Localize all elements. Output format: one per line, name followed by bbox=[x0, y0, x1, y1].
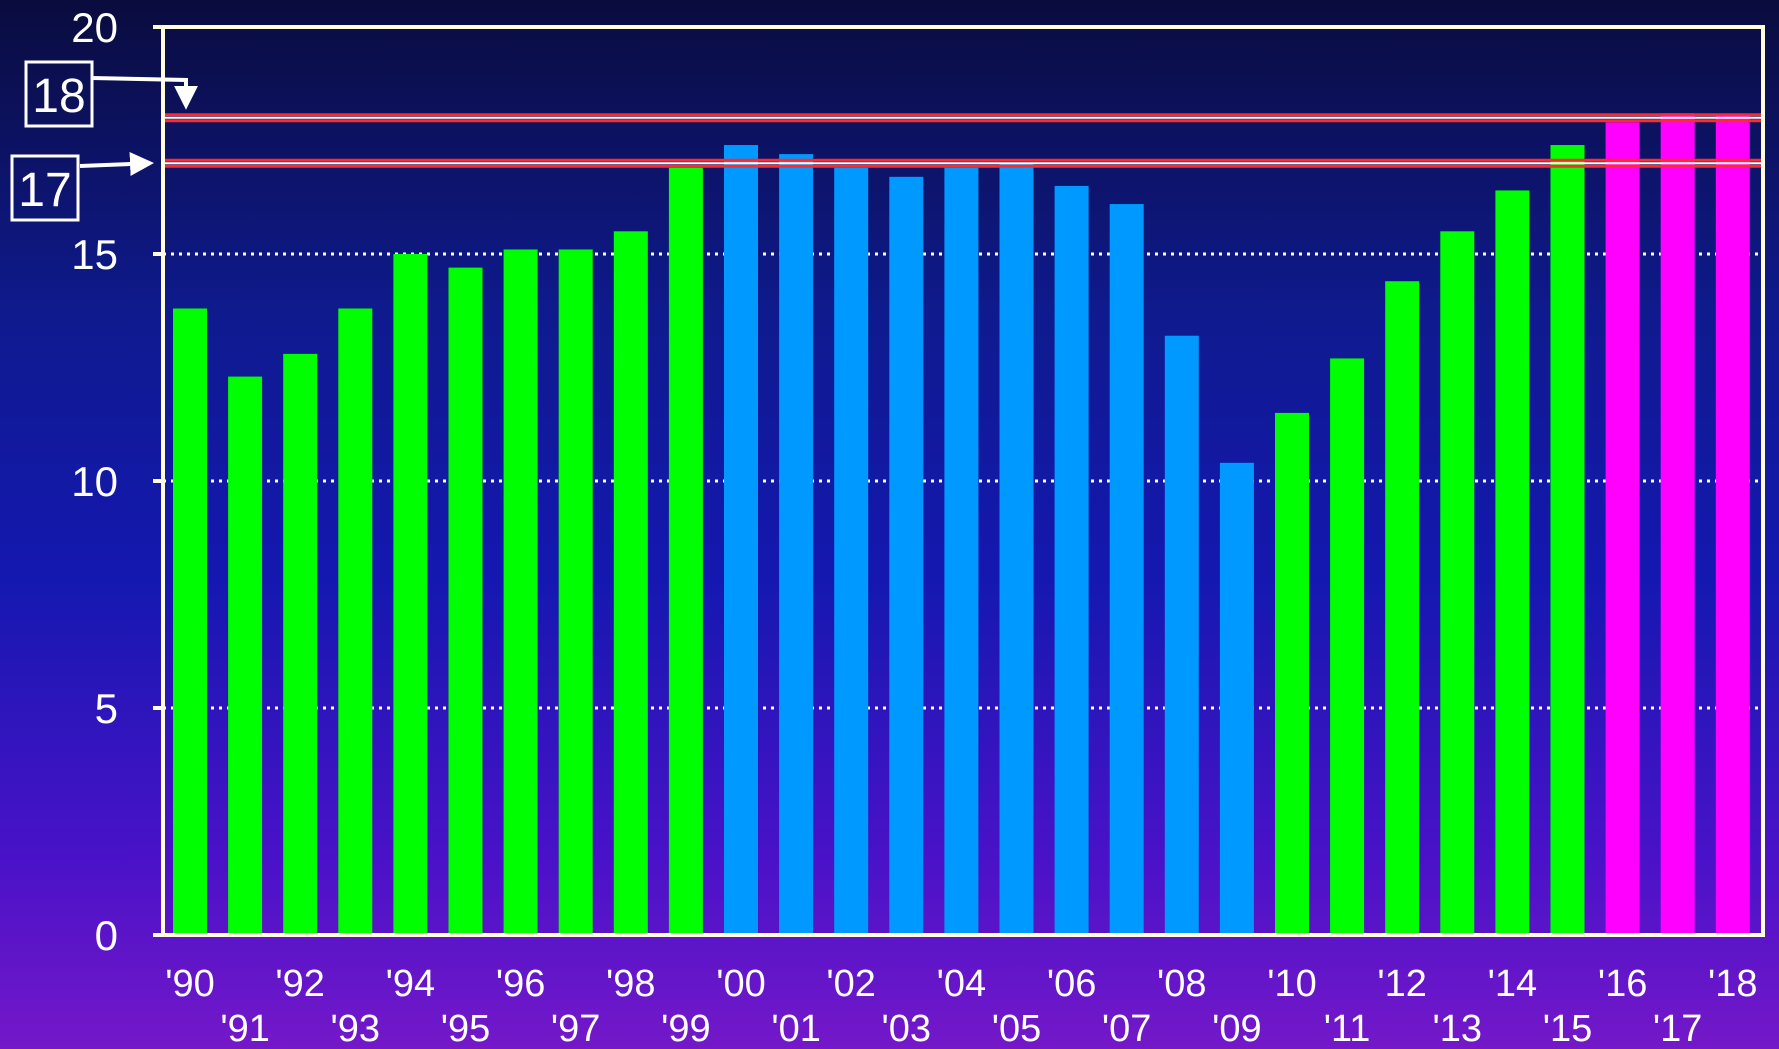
x-tick-label: '12 bbox=[1377, 963, 1427, 1005]
x-tick-label: '09 bbox=[1212, 1008, 1262, 1049]
y-tick-label: 5 bbox=[95, 685, 118, 732]
bar bbox=[503, 249, 538, 935]
x-tick-label: '15 bbox=[1543, 1008, 1593, 1049]
x-tick-label: '16 bbox=[1598, 963, 1648, 1005]
y-tick-label: 20 bbox=[71, 4, 118, 51]
bar bbox=[173, 308, 207, 936]
x-tick-label: '11 bbox=[1324, 1008, 1371, 1049]
x-tick-label: '92 bbox=[275, 963, 325, 1005]
bar bbox=[1109, 204, 1144, 935]
x-tick-label: '02 bbox=[826, 963, 876, 1005]
bar bbox=[1440, 231, 1475, 936]
bar bbox=[889, 176, 924, 935]
x-tick-label: '96 bbox=[496, 963, 546, 1005]
x-tick-label: '04 bbox=[937, 963, 987, 1005]
bar bbox=[779, 154, 814, 935]
callout-arrow-18 bbox=[91, 76, 198, 110]
x-tick-label: '14 bbox=[1488, 963, 1538, 1005]
bar bbox=[283, 353, 318, 935]
bar bbox=[1605, 122, 1640, 936]
bar bbox=[558, 249, 593, 935]
bar bbox=[1715, 115, 1750, 935]
y-tick-label: 0 bbox=[95, 912, 118, 959]
x-tick-label: '08 bbox=[1157, 963, 1207, 1005]
x-tick-label: '13 bbox=[1433, 1008, 1483, 1049]
bar bbox=[1495, 190, 1530, 935]
bar bbox=[944, 167, 979, 936]
x-tick-label: '94 bbox=[386, 963, 436, 1005]
callout-arrow-17 bbox=[79, 152, 154, 176]
callout-label-17: 17 bbox=[18, 164, 71, 217]
x-tick-label: '03 bbox=[882, 1008, 932, 1049]
bar bbox=[1660, 113, 1695, 935]
bar bbox=[834, 167, 869, 936]
x-tick-label: '97 bbox=[551, 1008, 601, 1049]
x-tick-label: '17 bbox=[1653, 1008, 1703, 1049]
x-tick-label: '93 bbox=[331, 1008, 381, 1049]
x-tick-labels: '90'91'92'93'94'95'96'97'98'99'00'01'02'… bbox=[165, 963, 1757, 1049]
x-tick-label: '18 bbox=[1708, 963, 1758, 1005]
bar bbox=[228, 376, 263, 936]
x-tick-label: '00 bbox=[716, 963, 766, 1005]
bar bbox=[1275, 412, 1309, 935]
x-tick-label: '98 bbox=[606, 963, 656, 1005]
reference-lines bbox=[163, 113, 1763, 168]
x-tick-label: '91 bbox=[220, 1008, 270, 1049]
bar bbox=[1219, 462, 1254, 935]
bar bbox=[668, 167, 703, 936]
bar bbox=[999, 163, 1034, 935]
x-tick-label: '90 bbox=[165, 963, 215, 1005]
bar bbox=[1330, 358, 1365, 935]
y-tick-label: 10 bbox=[71, 458, 118, 505]
x-tick-label: '10 bbox=[1267, 963, 1317, 1005]
bar bbox=[448, 267, 483, 935]
x-tick-label: '99 bbox=[661, 1008, 711, 1049]
bar bbox=[393, 254, 428, 935]
callout-label-18: 18 bbox=[32, 70, 85, 123]
bar bbox=[338, 308, 373, 936]
y-tick-labels: 0 5 10 15 20 bbox=[71, 4, 163, 959]
bars bbox=[173, 113, 1750, 936]
x-tick-label: '07 bbox=[1102, 1008, 1152, 1049]
bar bbox=[1164, 335, 1199, 936]
x-tick-label: '05 bbox=[992, 1008, 1042, 1049]
bar bbox=[1385, 281, 1420, 935]
callout-box-18 bbox=[24, 60, 94, 128]
bar bbox=[1054, 185, 1089, 935]
x-tick-label: '95 bbox=[441, 1008, 491, 1049]
y-tick-label: 15 bbox=[71, 231, 118, 278]
bar bbox=[724, 145, 758, 936]
bar bbox=[613, 231, 648, 936]
bar bbox=[1550, 145, 1585, 936]
x-tick-label: '01 bbox=[771, 1008, 821, 1049]
callout-box-17 bbox=[10, 154, 80, 222]
x-tick-label: '06 bbox=[1047, 963, 1097, 1005]
